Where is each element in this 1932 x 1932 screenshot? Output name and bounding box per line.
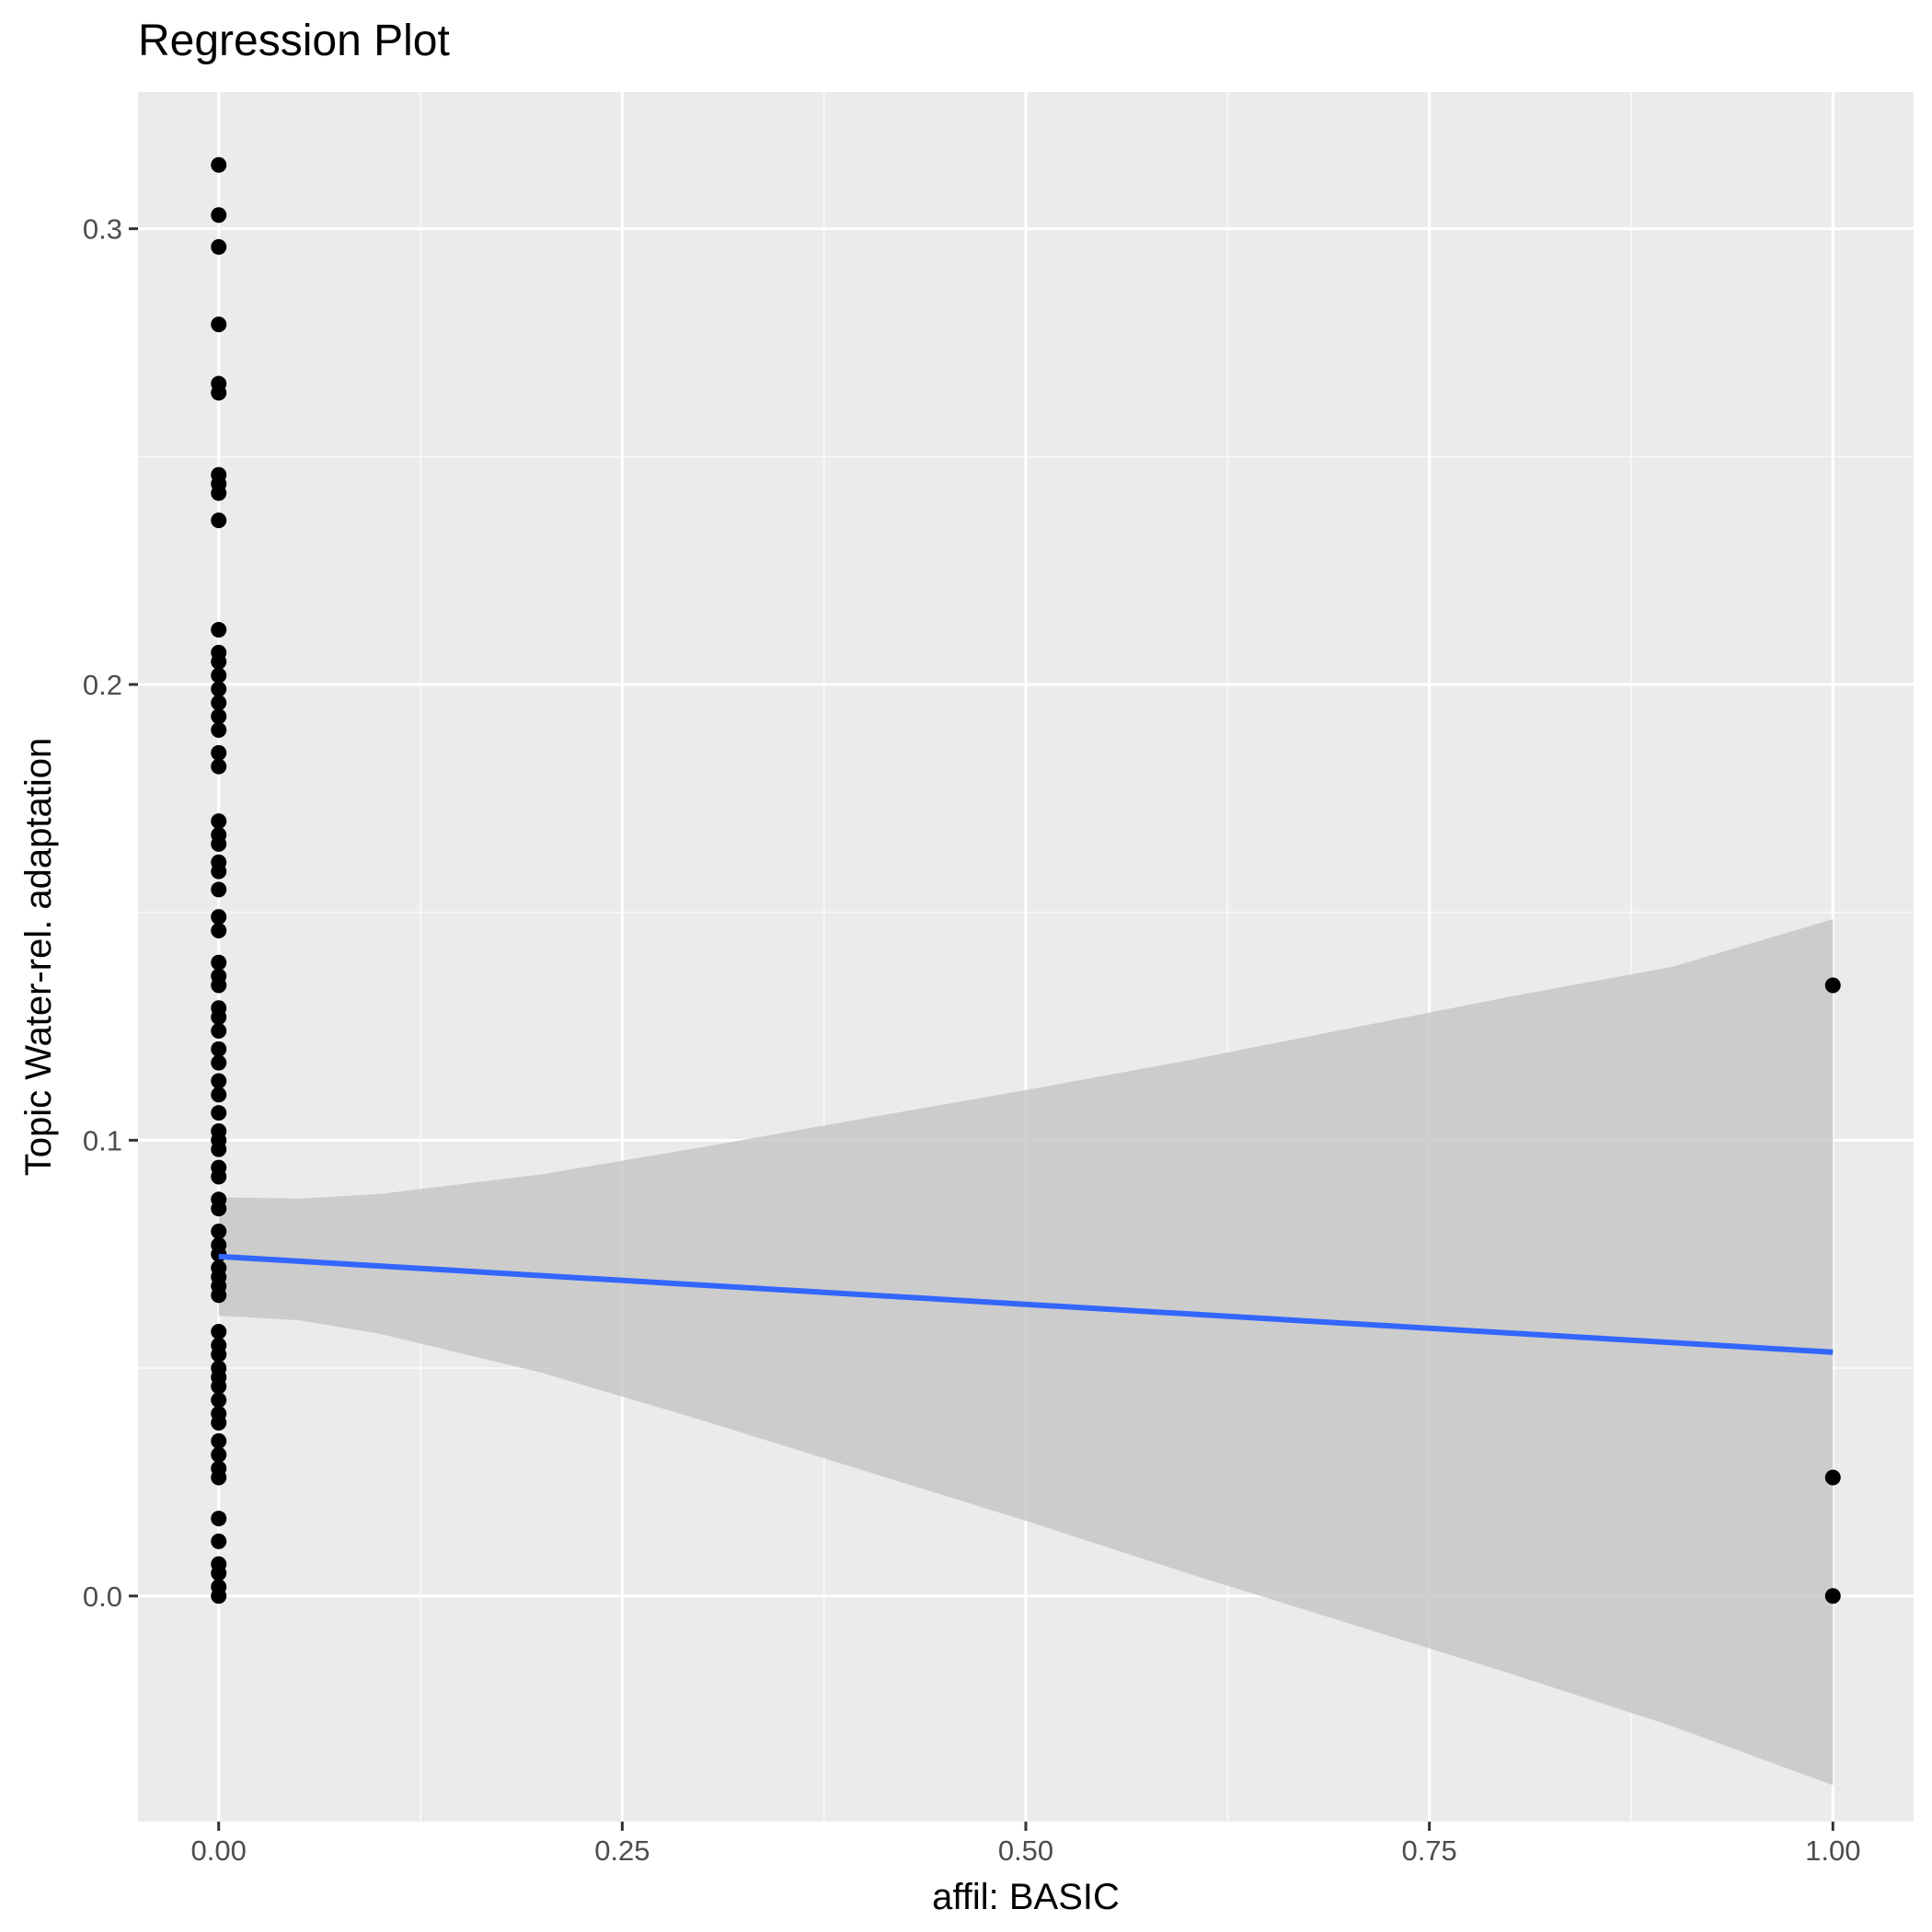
y-tick-label: 0.0: [83, 1581, 122, 1613]
data-point: [211, 653, 227, 670]
data-point: [211, 681, 227, 697]
data-point: [211, 1073, 227, 1089]
data-point: [211, 1201, 227, 1217]
data-point: [211, 977, 227, 994]
data-point: [211, 758, 227, 775]
data-point: [211, 923, 227, 939]
data-point: [211, 1054, 227, 1071]
data-point: [211, 881, 227, 898]
data-point: [211, 1469, 227, 1486]
data-point: [211, 1346, 227, 1363]
data-point: [211, 207, 227, 224]
x-tick-label: 0.75: [1401, 1834, 1456, 1867]
y-tick-label: 0.2: [83, 669, 122, 701]
data-point: [211, 722, 227, 739]
data-point: [211, 1141, 227, 1157]
regression-line: [218, 1253, 1834, 1355]
data-point: [211, 909, 227, 926]
y-axis-ticks: 0.0 0.1 0.2 0.3: [83, 213, 138, 1613]
data-point: [211, 1087, 227, 1103]
data-point: [211, 512, 227, 529]
data-point: [211, 1415, 227, 1432]
y-tick-label: 0.1: [83, 1124, 122, 1156]
data-point: [211, 1041, 227, 1057]
data-point: [211, 1511, 227, 1527]
y-axis-label: Topic Water-rel. adaptation: [18, 738, 59, 1177]
y-tick-label: 0.3: [83, 213, 122, 246]
data-point: [211, 1287, 227, 1304]
data-point: [211, 316, 227, 333]
data-point: [211, 1392, 227, 1409]
data-point: [211, 1565, 227, 1581]
data-point: [211, 1533, 227, 1549]
data-point: [211, 695, 227, 711]
data-point: [211, 667, 227, 684]
data-point: [211, 1432, 227, 1449]
x-tick-label: 0.25: [594, 1834, 650, 1867]
data-point: [211, 1446, 227, 1463]
data-point: [211, 708, 227, 725]
x-tick-label: 1.00: [1805, 1834, 1860, 1867]
confidence-band: [218, 919, 1834, 1786]
data-point: [211, 813, 227, 830]
data-point: [211, 954, 227, 971]
data-point: [211, 1378, 227, 1395]
x-tick-label: 0.50: [998, 1834, 1053, 1867]
data-point: [1824, 1469, 1841, 1486]
x-axis-label: affil: BASIC: [932, 1877, 1120, 1917]
data-point: [211, 156, 227, 173]
data-points: [211, 156, 1841, 1604]
data-point: [211, 1323, 227, 1340]
chart-title: Regression Plot: [138, 17, 450, 65]
x-axis-ticks: 0.00 0.25 0.50 0.75 1.00: [191, 1822, 1860, 1867]
data-point: [211, 385, 227, 401]
data-point: [211, 835, 227, 852]
data-point: [211, 863, 227, 880]
data-point: [211, 238, 227, 255]
data-point: [1824, 977, 1841, 994]
data-point: [211, 1105, 227, 1121]
data-point: [211, 1223, 227, 1239]
data-point: [211, 1009, 227, 1026]
data-point: [211, 1588, 227, 1604]
data-point: [211, 1168, 227, 1185]
data-point: [211, 744, 227, 761]
x-tick-label: 0.00: [191, 1834, 247, 1867]
data-point: [211, 622, 227, 638]
data-point: [211, 1023, 227, 1040]
data-point: [1824, 1588, 1841, 1604]
data-point: [211, 485, 227, 501]
